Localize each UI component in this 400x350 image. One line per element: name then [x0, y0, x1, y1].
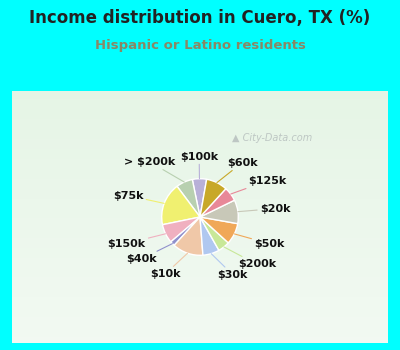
Text: $75k: $75k: [113, 190, 164, 203]
Wedge shape: [192, 179, 207, 217]
Text: Income distribution in Cuero, TX (%): Income distribution in Cuero, TX (%): [29, 8, 371, 27]
Text: $200k: $200k: [224, 247, 276, 269]
Text: $150k: $150k: [108, 234, 166, 248]
Text: > $200k: > $200k: [124, 157, 184, 182]
Wedge shape: [177, 180, 200, 217]
Wedge shape: [200, 217, 219, 255]
Wedge shape: [200, 217, 228, 250]
Text: $20k: $20k: [238, 204, 290, 214]
Wedge shape: [200, 189, 234, 217]
Text: ▲ City-Data.com: ▲ City-Data.com: [232, 133, 312, 143]
Text: $50k: $50k: [234, 234, 285, 249]
Wedge shape: [174, 217, 203, 255]
Wedge shape: [171, 217, 200, 245]
Text: Hispanic or Latino residents: Hispanic or Latino residents: [94, 39, 306, 52]
Text: $30k: $30k: [211, 254, 248, 280]
Wedge shape: [162, 217, 200, 242]
Wedge shape: [200, 179, 226, 217]
Text: $40k: $40k: [126, 244, 172, 264]
Wedge shape: [200, 200, 238, 224]
Text: $125k: $125k: [231, 176, 287, 194]
Wedge shape: [200, 217, 238, 243]
Wedge shape: [162, 186, 200, 225]
Text: $60k: $60k: [217, 158, 257, 183]
Text: $100k: $100k: [180, 152, 218, 179]
Text: $10k: $10k: [150, 253, 188, 279]
